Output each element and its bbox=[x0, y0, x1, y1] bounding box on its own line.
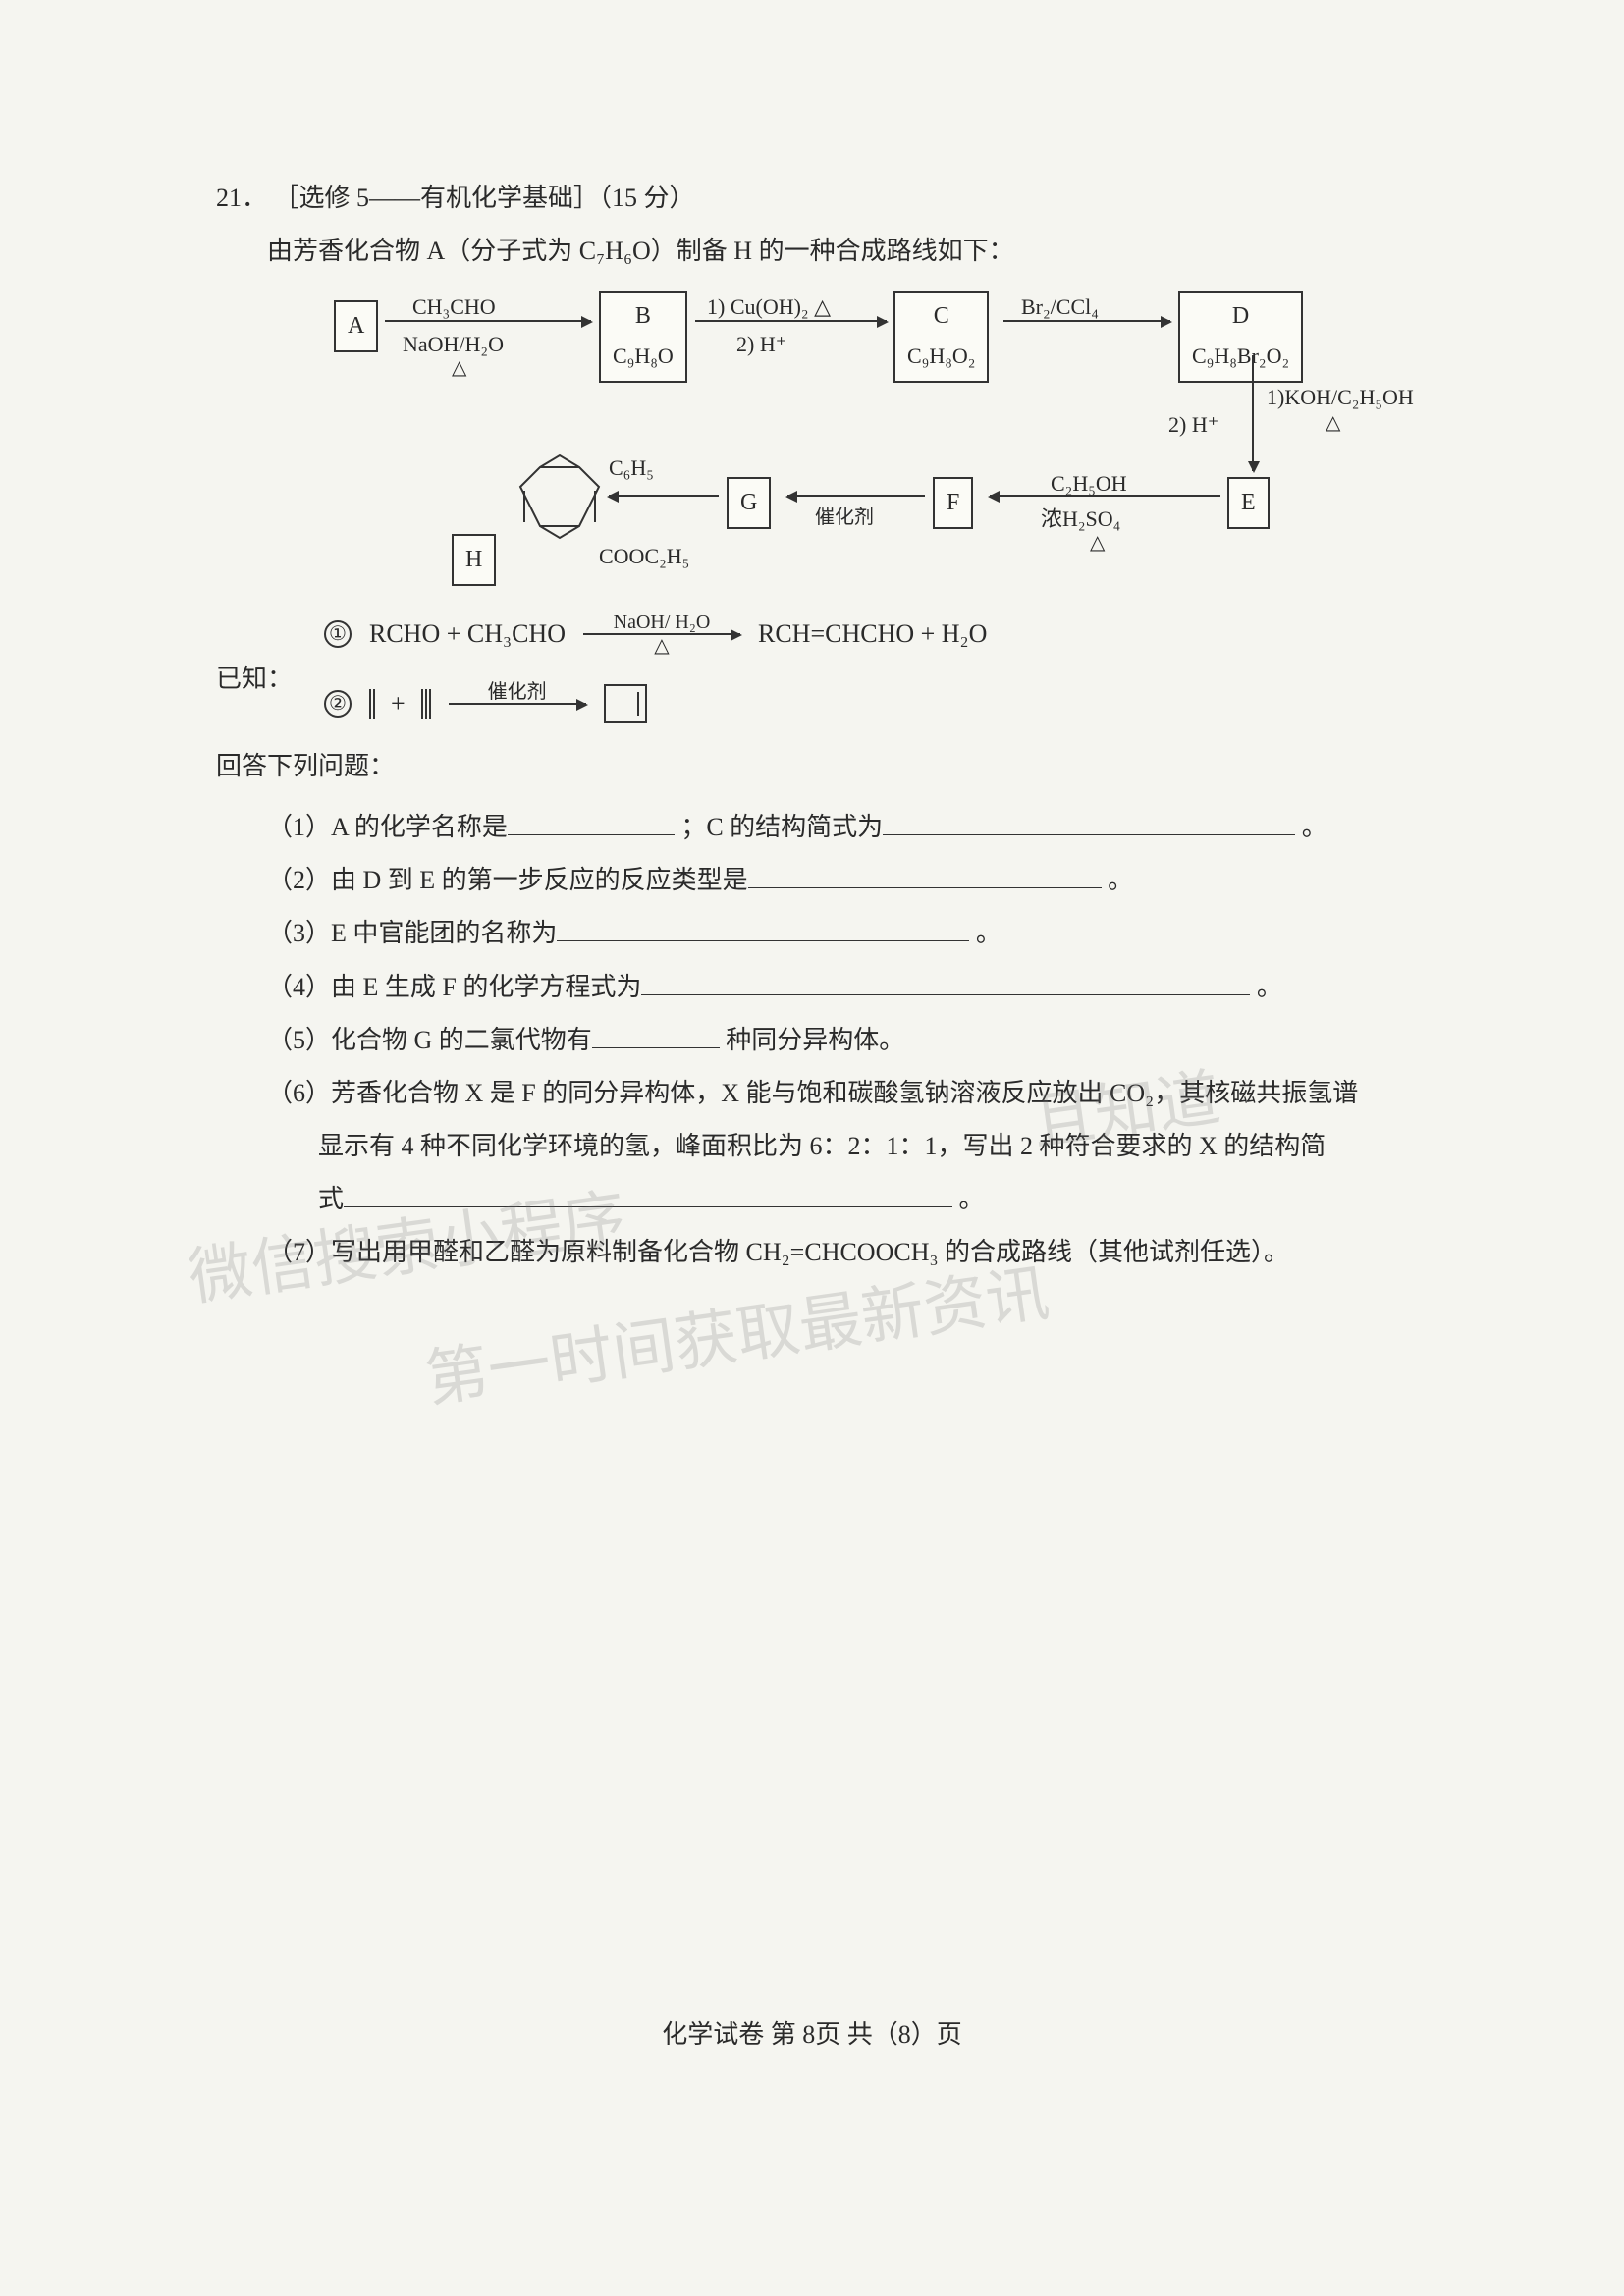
blank-q6[interactable] bbox=[344, 1180, 952, 1208]
known-idx-2: ② bbox=[324, 690, 352, 718]
q3: （3）E 中官能团的名称为 。 bbox=[216, 912, 1408, 955]
arrow-A-B-top: CH₃CHO bbox=[412, 289, 496, 325]
arrow-C-D-top: Br₂/CCl₄ bbox=[1021, 289, 1099, 325]
node-F: F bbox=[933, 477, 973, 529]
node-B: BC₉H₈O bbox=[599, 291, 687, 383]
rxn-arrow-1: NaOH/ H₂O △ bbox=[583, 633, 740, 635]
arrow-F-G bbox=[787, 495, 925, 497]
q2: （2）由 D 到 E 的第一步反应的反应类型是 。 bbox=[216, 859, 1408, 902]
q6b: 显示有 4 种不同化学环境的氢，峰面积比为 6：2：1：1，写出 2 种符合要求… bbox=[216, 1125, 1408, 1168]
node-E: E bbox=[1227, 477, 1270, 529]
node-D: DC₉H₈Br₂O₂ bbox=[1178, 291, 1303, 383]
q7: （7）写出用甲醛和乙醛为原料制备化合物 CH₂=CHCOOCH₃ 的合成路线（其… bbox=[216, 1231, 1408, 1274]
known-reaction-2: ② + 催化剂 bbox=[324, 682, 1408, 725]
arrow-B-C-top: 1) Cu(OH)₂ △ bbox=[707, 289, 831, 325]
question-list: （1）A 的化学名称是 ；C 的结构简式为 。 （2）由 D 到 E 的第一步反… bbox=[216, 806, 1408, 1275]
answer-prompt: 回答下列问题： bbox=[216, 745, 1408, 788]
synthesis-route-diagram: A BC₉H₈O CC₉H₈O₂ DC₉H₈Br₂O₂ E F G H CH₃C… bbox=[304, 291, 1463, 595]
question-number: 21． bbox=[216, 184, 267, 212]
known-reactions: 已知： ① RCHO + CH₃CHO NaOH/ H₂O △ RCH=CHCH… bbox=[216, 613, 1408, 724]
arrow-A-B-delta: △ bbox=[452, 351, 466, 385]
blank-q5[interactable] bbox=[592, 1020, 720, 1048]
question-title: ［选修 5——有机化学基础］（15 分） bbox=[274, 184, 695, 212]
blank-q1b[interactable] bbox=[883, 807, 1295, 835]
arrow-F-G-bot: 催化剂 bbox=[815, 501, 874, 534]
rxn2-top: 催化剂 bbox=[449, 675, 586, 709]
rxn-arrow-2: 催化剂 bbox=[449, 703, 586, 705]
q4: （4）由 E 生成 F 的化学方程式为 。 bbox=[216, 966, 1408, 1009]
alkene-icon bbox=[369, 689, 375, 719]
q6: （6）芳香化合物 X 是 F 的同分异构体，X 能与饱和碳酸氢钠溶液反应放出 C… bbox=[216, 1072, 1408, 1115]
H-sub-bot: COOC₂H₅ bbox=[599, 538, 689, 574]
blank-q1a[interactable] bbox=[508, 807, 675, 835]
known-r1-rhs: RCH=CHCHO + H₂O bbox=[758, 613, 987, 656]
q6c: 式 。 bbox=[216, 1178, 1408, 1221]
node-C: CC₉H₈O₂ bbox=[893, 291, 989, 383]
blank-q3[interactable] bbox=[557, 914, 969, 942]
q5: （5）化合物 G 的二氯代物有 种同分异构体。 bbox=[216, 1019, 1408, 1062]
question-header: 21． ［选修 5——有机化学基础］（15 分） bbox=[216, 177, 1408, 220]
arrow-D-E-r2: △ bbox=[1326, 406, 1340, 440]
node-A: A bbox=[334, 300, 378, 352]
alkyne-icon bbox=[421, 689, 431, 719]
H-sub-top: C₆H₅ bbox=[609, 450, 654, 486]
arrow-E-F-top: C₂H₅OH bbox=[1051, 465, 1127, 502]
known-label: 已知： bbox=[216, 658, 293, 701]
node-H: H bbox=[452, 534, 496, 586]
known-idx-1: ① bbox=[324, 620, 352, 648]
exam-page: 21． ［选修 5——有机化学基础］（15 分） 由芳香化合物 A（分子式为 C… bbox=[0, 0, 1624, 1383]
page-footer: 化学试卷 第 8页 共（8）页 bbox=[0, 2014, 1624, 2051]
question-intro: 由芳香化合物 A（分子式为 C₇H₆O）制备 H 的一种合成路线如下： bbox=[216, 230, 1408, 273]
blank-q4[interactable] bbox=[641, 967, 1250, 995]
cyclohexene-icon bbox=[604, 684, 647, 723]
blank-q2[interactable] bbox=[748, 861, 1102, 889]
node-G: G bbox=[727, 477, 771, 529]
arrow-D-E bbox=[1252, 355, 1254, 471]
known-reaction-1: ① RCHO + CH₃CHO NaOH/ H₂O △ RCH=CHCHO + … bbox=[324, 613, 1408, 656]
arrow-E-F-bot: 浓H₂SO₄ bbox=[1041, 501, 1120, 537]
q1: （1）A 的化学名称是 ；C 的结构简式为 。 bbox=[216, 806, 1408, 849]
known-r1-lhs: RCHO + CH₃CHO bbox=[369, 613, 566, 656]
arrow-D-E-l: 2) H⁺ bbox=[1168, 406, 1218, 443]
arrow-B-C-bot: 2) H⁺ bbox=[736, 326, 786, 362]
arrow-E-F-delta: △ bbox=[1090, 526, 1105, 560]
rxn1-bot: △ bbox=[583, 629, 740, 663]
